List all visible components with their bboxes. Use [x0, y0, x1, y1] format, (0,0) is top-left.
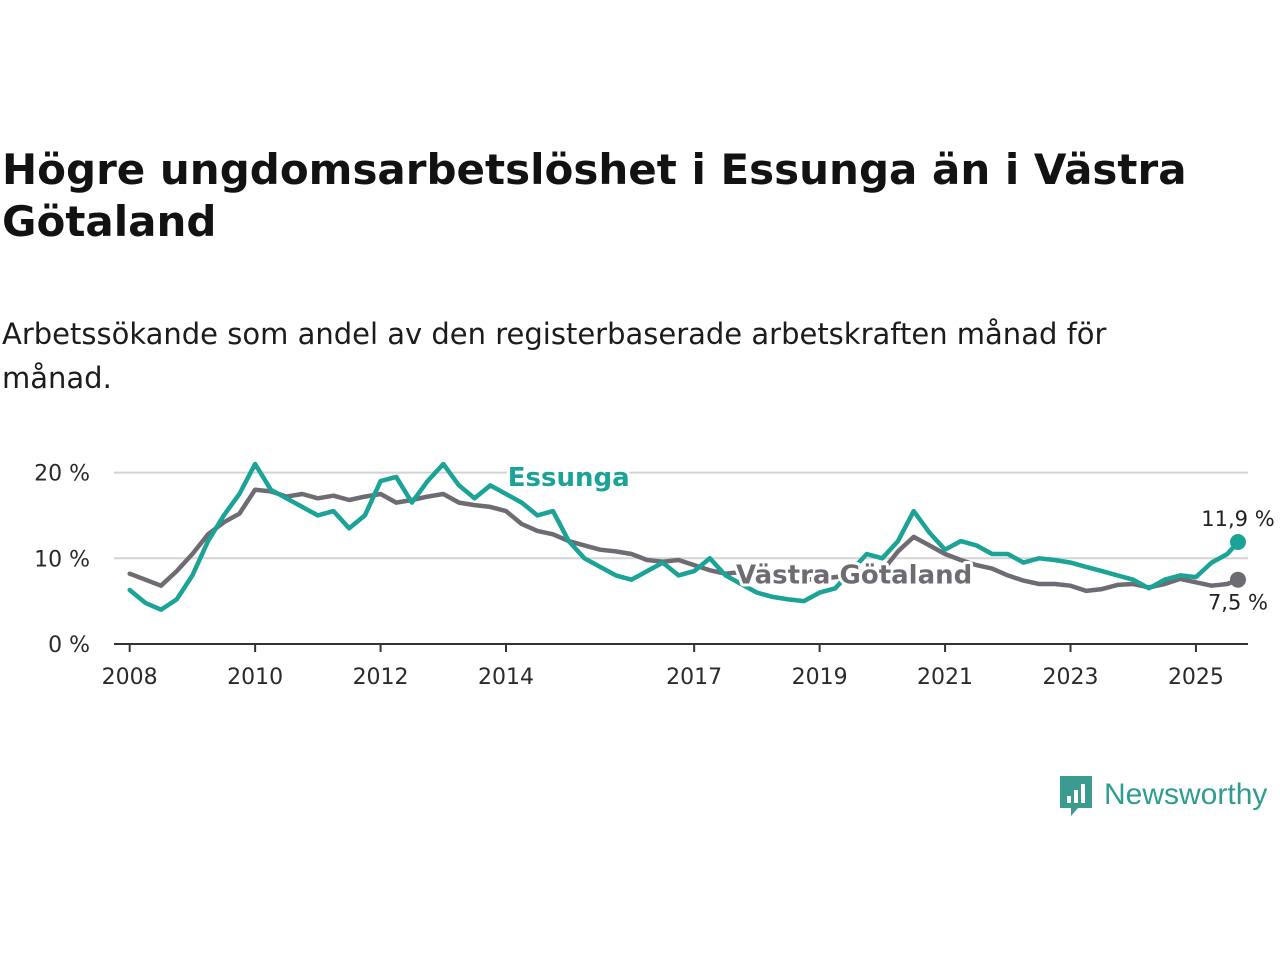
end-point-essunga [1229, 534, 1246, 550]
x-tick-label: 2008 [102, 665, 158, 690]
line-chart: 0 % 10 % 20 % 2008 2010 2012 2014 2017 2019 2021… [34, 460, 1277, 690]
x-tick-label: 2025 [1168, 665, 1224, 690]
series-label-vastra-gotaland: Västra Götaland [736, 561, 972, 591]
x-tick-label: 2019 [792, 665, 848, 690]
y-tick-label: 10 % [34, 547, 90, 572]
chart-subtitle: Arbetssökande som andel av den registerb… [2, 317, 1107, 395]
end-label-essunga: 11,9 % [1201, 507, 1274, 531]
x-tick-label: 2021 [917, 665, 973, 690]
series-line-essunga [127, 461, 1241, 612]
y-tick-label: 20 % [34, 462, 90, 487]
series-labels: Essunga Västra Götaland 11,9 % 7,5 % [505, 460, 1277, 617]
end-label-vastra-gotaland: 7,5 % [1208, 591, 1268, 615]
x-axis: 2008 2010 2012 2014 2017 2019 2021 2023 2025 [102, 643, 1248, 690]
series-line-v-stra-g-taland [127, 487, 1241, 594]
y-axis-ticks: 0 % 10 % 20 % [34, 462, 90, 658]
end-point-v-stra-g-taland [1229, 571, 1246, 588]
gridlines [114, 471, 1248, 560]
newsworthy-logo-icon [1060, 776, 1092, 816]
x-tick-label: 2010 [227, 665, 283, 690]
x-tick-label: 2023 [1042, 665, 1098, 690]
x-tick-label: 2014 [478, 665, 534, 690]
brand-logo: Newsworthy [1058, 772, 1267, 818]
y-tick-label: 0 % [48, 633, 90, 658]
series-lines [127, 461, 1246, 612]
chart-title: Högre ungdomsarbetslöshet i Essunga än i… [2, 145, 1187, 246]
series-label-essunga: Essunga [508, 463, 630, 493]
brand-name: Newsworthy [1104, 778, 1268, 811]
x-tick-label: 2017 [666, 665, 722, 690]
x-tick-label: 2012 [353, 665, 409, 690]
